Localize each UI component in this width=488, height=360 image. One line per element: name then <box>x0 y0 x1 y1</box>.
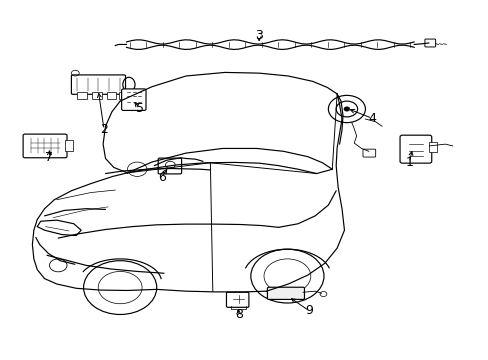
FancyBboxPatch shape <box>122 89 146 111</box>
FancyBboxPatch shape <box>23 134 67 158</box>
Text: 6: 6 <box>157 171 165 184</box>
FancyBboxPatch shape <box>226 292 248 307</box>
FancyBboxPatch shape <box>362 149 375 157</box>
Text: 1: 1 <box>405 156 412 169</box>
FancyBboxPatch shape <box>424 39 435 47</box>
FancyBboxPatch shape <box>428 142 436 152</box>
FancyBboxPatch shape <box>71 75 125 94</box>
Text: 5: 5 <box>135 102 143 115</box>
FancyBboxPatch shape <box>399 135 431 163</box>
Text: 9: 9 <box>305 305 313 318</box>
FancyBboxPatch shape <box>106 93 116 99</box>
Text: 7: 7 <box>45 151 53 164</box>
Text: 4: 4 <box>367 112 375 125</box>
FancyBboxPatch shape <box>92 93 102 99</box>
Text: 3: 3 <box>255 29 263 42</box>
FancyBboxPatch shape <box>77 93 87 99</box>
FancyBboxPatch shape <box>64 140 73 150</box>
Circle shape <box>343 107 349 111</box>
FancyBboxPatch shape <box>119 93 128 99</box>
FancyBboxPatch shape <box>158 158 181 174</box>
FancyBboxPatch shape <box>267 287 304 300</box>
Text: 8: 8 <box>234 308 242 321</box>
Text: 2: 2 <box>100 123 108 136</box>
